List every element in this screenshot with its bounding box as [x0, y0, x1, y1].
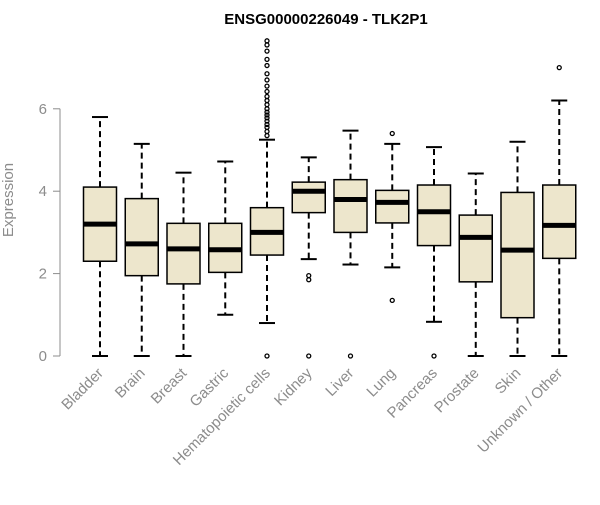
chart-title: ENSG00000226049 - TLK2P1 [224, 11, 427, 28]
y-axis: 0 2 4 6 [39, 101, 61, 365]
box-group [291, 156, 326, 359]
y-axis-label: Expression [0, 163, 17, 237]
x-category-label: Skin [492, 365, 525, 398]
outlier-point [264, 109, 270, 115]
box-iqr [333, 178, 368, 234]
outlier-point [306, 277, 312, 283]
x-category-label: Prostate [431, 365, 483, 417]
box-group [82, 116, 118, 357]
outlier-point [264, 56, 270, 63]
box-group [375, 130, 410, 304]
box-group [458, 172, 493, 357]
outlier-point [264, 128, 270, 135]
outlier-point [264, 97, 270, 104]
box-group [249, 38, 285, 359]
box-iqr [458, 214, 493, 283]
outlier-point [264, 93, 270, 100]
outlier-point [264, 106, 270, 112]
y-tick-label: 0 [39, 348, 47, 365]
box-iqr [500, 191, 535, 319]
outlier-point [264, 83, 270, 89]
outlier-point [264, 42, 270, 48]
outlier-point [306, 273, 312, 279]
outlier-point [264, 132, 270, 139]
box-group [500, 140, 535, 357]
outlier-point [264, 124, 270, 130]
x-category-label: Liver [322, 365, 357, 400]
outlier-point [264, 48, 270, 54]
box-iqr [291, 181, 326, 214]
box-iqr [542, 184, 577, 260]
outlier-point [264, 88, 270, 95]
box-iqr [416, 184, 452, 247]
box-series [82, 38, 577, 359]
outlier-point [264, 118, 270, 124]
outlier-point [264, 62, 270, 69]
outlier-point [347, 353, 354, 359]
outlier-point [264, 102, 270, 108]
box-group [166, 171, 201, 357]
outlier-point [264, 112, 270, 118]
box-group [333, 129, 368, 359]
outlier-point [264, 115, 270, 121]
y-tick-label: 4 [39, 183, 47, 200]
x-category-label: Bladder [58, 365, 107, 414]
box-group [124, 142, 159, 357]
outlier-point [389, 130, 395, 137]
box-iqr [166, 222, 201, 285]
box-iqr [375, 189, 410, 224]
box-group [542, 64, 577, 357]
outlier-point [264, 77, 270, 83]
outlier-point [264, 38, 270, 44]
outlier-point [556, 64, 562, 71]
outlier-point [306, 353, 312, 359]
x-category-label: Brain [112, 365, 149, 402]
outlier-point [431, 353, 437, 359]
outlier-point [264, 353, 270, 359]
y-tick-label: 2 [39, 266, 47, 283]
y-tick-label: 6 [39, 101, 47, 118]
x-category-label: Breast [148, 364, 191, 407]
box-iqr [124, 197, 159, 277]
outlier-point [264, 71, 270, 77]
x-category-label: Kidney [271, 364, 316, 409]
x-category-label: Lung [363, 365, 399, 401]
box-group [208, 160, 243, 316]
outlier-point [389, 297, 395, 304]
outlier-point [264, 121, 270, 128]
box-group [416, 146, 452, 359]
